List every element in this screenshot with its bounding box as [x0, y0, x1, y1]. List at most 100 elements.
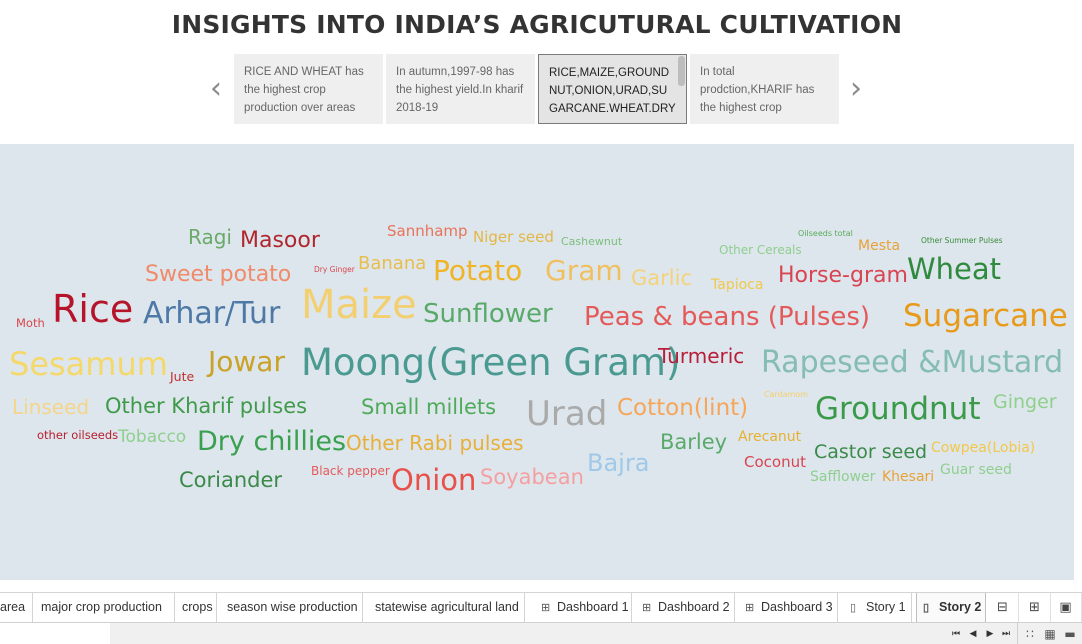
word-cloud-item[interactable]: Arecanut: [738, 429, 802, 445]
dashboard-icon: ⊞: [745, 602, 755, 614]
first-sheet-icon[interactable]: ⏮: [951, 629, 961, 639]
word-cloud-item[interactable]: Tobacco: [118, 427, 187, 447]
word-cloud-item[interactable]: Barley: [660, 430, 728, 454]
new-dashboard-icon[interactable]: ⊞: [1019, 593, 1051, 622]
word-cloud-item[interactable]: Tapioca: [711, 277, 764, 293]
word-cloud-item[interactable]: Black pepper: [311, 464, 390, 478]
word-cloud-item[interactable]: Urad: [526, 394, 608, 434]
word-cloud-item[interactable]: Rice: [52, 287, 134, 331]
story-point-text: RICE,MAIZE,GROUNDNUT,ONION,URAD,SUGARCAN…: [549, 67, 676, 115]
word-cloud-item[interactable]: Jute: [170, 369, 195, 384]
word-cloud-item[interactable]: Maize: [301, 282, 417, 328]
tabs-view-icon[interactable]: ▬: [1064, 627, 1076, 641]
sheet-tab-bar: area major crop production crops season wis…: [0, 592, 1082, 622]
story-point-scrollbar[interactable]: [678, 56, 685, 86]
sheet-tab-label: Dashboard 1: [557, 600, 629, 614]
word-cloud-item[interactable]: Oilseeds total: [798, 229, 853, 238]
word-cloud-item[interactable]: Small millets: [361, 395, 497, 419]
word-cloud-item[interactable]: Cardamom: [764, 390, 809, 399]
word-cloud-item[interactable]: other oilseeds: [37, 428, 119, 442]
story-point-1[interactable]: RICE AND WHEAT has the highest crop prod…: [234, 54, 383, 124]
sheet-tab-major-crop-production[interactable]: major crop production: [35, 593, 175, 622]
sheet-sorter-icon[interactable]: ∷: [1026, 627, 1034, 641]
filmstrip-icon[interactable]: ▦: [1044, 627, 1056, 641]
word-cloud-item[interactable]: Arhar/Tur: [143, 296, 281, 331]
word-cloud-item[interactable]: Soyabean: [480, 465, 584, 489]
word-cloud-item[interactable]: Safflower: [810, 469, 876, 485]
sheet-tab-dashboard-1[interactable]: ⊞ Dashboard 1: [535, 593, 632, 622]
sheet-tab-story-2[interactable]: ▯ Story 2: [916, 593, 986, 622]
word-cloud-item[interactable]: Gram: [545, 254, 623, 287]
sheet-tab-label: statewise agricultural land: [375, 600, 519, 614]
story-point-4[interactable]: In total prodction,KHARIF has the highes…: [690, 54, 839, 124]
sheet-tab-label: Story 1: [866, 600, 906, 614]
word-cloud-item[interactable]: Moth: [16, 316, 45, 330]
word-cloud-item[interactable]: Sunflower: [423, 299, 553, 329]
sheet-tab-season-wise-production[interactable]: season wise production: [221, 593, 363, 622]
word-cloud-item[interactable]: Other Rabi pulses: [346, 431, 524, 455]
word-cloud-item[interactable]: Guar seed: [940, 462, 1012, 478]
word-cloud-item[interactable]: Dry Ginger: [314, 265, 355, 274]
word-cloud-item[interactable]: Sweet potato: [145, 262, 292, 287]
last-sheet-icon[interactable]: ⏭: [1001, 629, 1011, 639]
sheet-tab-area[interactable]: area: [0, 593, 33, 622]
word-cloud-item[interactable]: Rapeseed &Mustard: [761, 345, 1064, 380]
word-cloud-item[interactable]: Castor seed: [814, 441, 928, 463]
word-cloud-item[interactable]: Turmeric: [658, 344, 745, 368]
status-divider: [1017, 623, 1018, 644]
word-cloud-item[interactable]: Masoor: [240, 228, 320, 253]
word-cloud-item[interactable]: Coconut: [744, 453, 806, 471]
sheet-tab-statewise-agricultural-land[interactable]: statewise agricultural land: [369, 593, 525, 622]
word-cloud-item[interactable]: Peas & beans (Pulses): [584, 302, 871, 332]
word-cloud-item[interactable]: Cowpea(Lobia): [931, 440, 1036, 456]
sheet-tab-dashboard-3[interactable]: ⊞ Dashboard 3: [739, 593, 838, 622]
story-point-2[interactable]: In autumn,1997-98 has the highest yield.…: [386, 54, 535, 124]
sheet-tab-label: Story 2: [939, 600, 982, 614]
word-cloud-item[interactable]: Bajra: [587, 449, 650, 477]
dashboard-icon: ⊞: [642, 602, 652, 614]
sheet-tab-dashboard-2[interactable]: ⊞ Dashboard 2: [636, 593, 735, 622]
previous-sheet-icon[interactable]: ◀: [969, 629, 977, 639]
dashboard-icon: ⊞: [541, 602, 551, 614]
new-worksheet-icon[interactable]: ⊟: [987, 593, 1019, 622]
word-cloud-item[interactable]: Ginger: [993, 391, 1057, 413]
word-cloud-item[interactable]: Wheat: [907, 252, 1002, 286]
word-cloud-item[interactable]: Moong(Green Gram): [301, 341, 681, 384]
word-cloud-item[interactable]: Mesta: [858, 238, 901, 254]
word-cloud-item[interactable]: Other Cereals: [719, 243, 802, 257]
word-cloud-item[interactable]: Sesamum: [9, 345, 168, 383]
word-cloud-item[interactable]: Sannhamp: [387, 222, 468, 240]
chevron-right-icon[interactable]: ›: [850, 71, 862, 106]
word-cloud-item[interactable]: Linseed: [12, 395, 90, 419]
story-point-text: RICE AND WHEAT has the highest crop prod…: [244, 66, 364, 114]
word-cloud-item[interactable]: Niger seed: [473, 228, 554, 246]
word-cloud-item[interactable]: Other Summer Pulses: [921, 236, 1003, 245]
word-cloud-item[interactable]: Horse-gram: [778, 263, 908, 288]
word-cloud-item[interactable]: Other Kharif pulses: [105, 394, 308, 418]
word-cloud-item[interactable]: Coriander: [179, 468, 283, 492]
word-cloud-item[interactable]: Jowar: [208, 345, 285, 378]
new-story-icon[interactable]: ▣: [1050, 593, 1082, 622]
chevron-left-icon[interactable]: ‹: [210, 71, 222, 106]
story-icon: ▯: [850, 602, 857, 614]
story-point-3-active[interactable]: RICE,MAIZE,GROUNDNUT,ONION,URAD,SUGARCAN…: [538, 54, 687, 124]
word-cloud-item[interactable]: Groundnut: [815, 391, 981, 427]
next-sheet-icon[interactable]: ▶: [986, 629, 994, 639]
word-cloud-item[interactable]: Dry chillies: [197, 426, 347, 457]
sheet-tab-label: season wise production: [227, 600, 358, 614]
sheet-tab-story-1[interactable]: ▯ Story 1: [844, 593, 912, 622]
word-cloud-item[interactable]: Potato: [433, 254, 523, 287]
word-cloud-item[interactable]: Cashewnut: [561, 235, 623, 248]
word-cloud-item[interactable]: Banana: [358, 253, 427, 274]
sheet-tab-crops[interactable]: crops: [176, 593, 217, 622]
word-cloud-item[interactable]: Khesari: [882, 469, 935, 485]
word-cloud: Ragi Masoor Sannhamp Niger seed Cashewnut Oil…: [0, 144, 1074, 580]
word-cloud-item[interactable]: Cotton(lint): [617, 395, 749, 421]
word-cloud-item[interactable]: Ragi: [188, 225, 232, 249]
story-icon: ▯: [923, 602, 930, 614]
word-cloud-item[interactable]: Sugarcane: [903, 298, 1068, 334]
word-cloud-item[interactable]: Garlic: [631, 266, 692, 290]
story-point-text: In autumn,1997-98 has the highest yield.…: [396, 66, 524, 114]
word-cloud-item[interactable]: Onion: [391, 463, 477, 497]
